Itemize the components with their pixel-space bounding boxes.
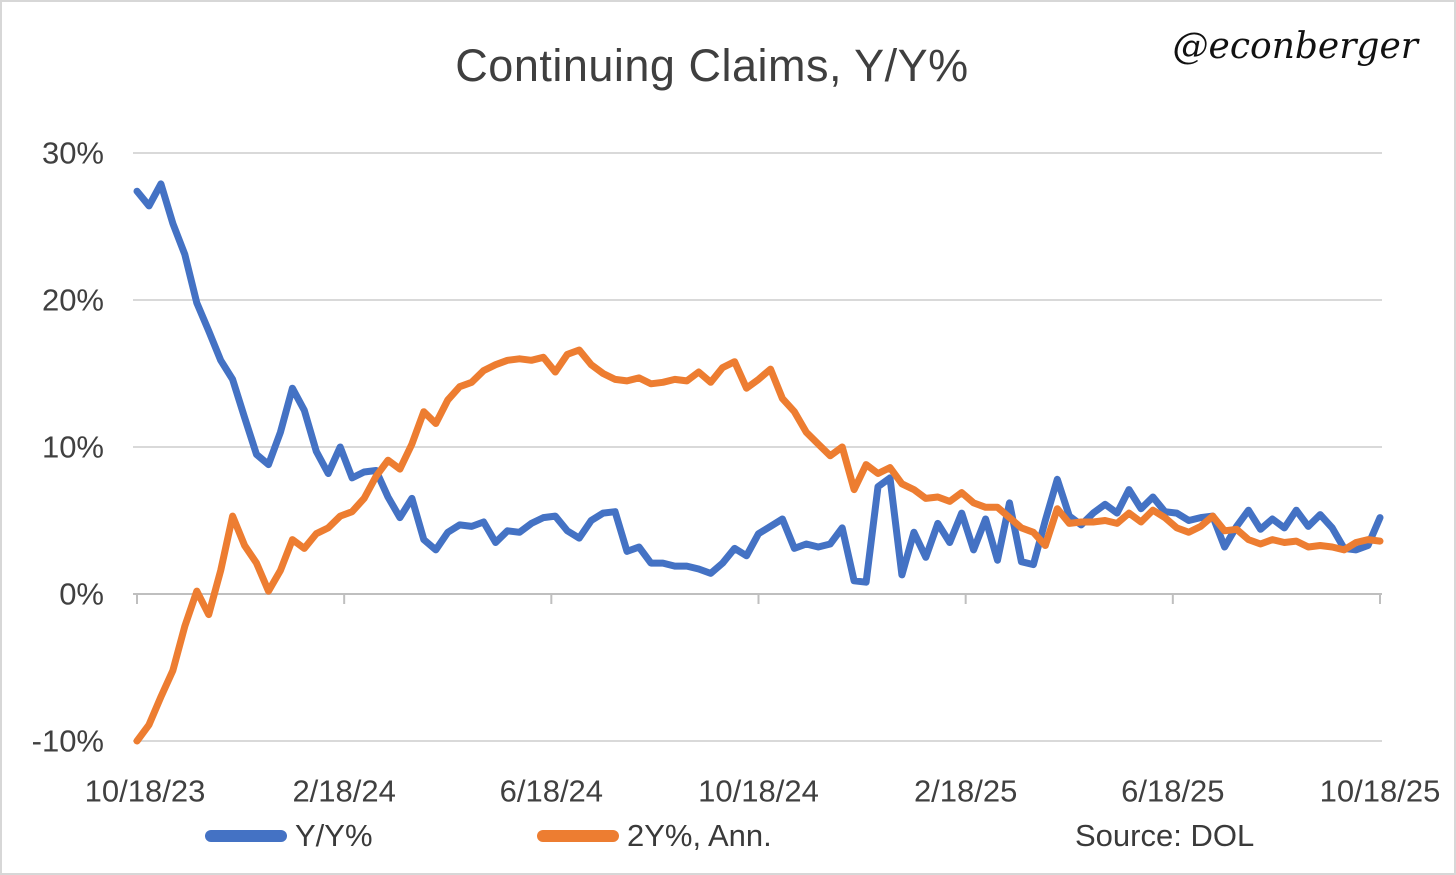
x-tick-label: 2/18/25	[914, 774, 1017, 809]
y-tick-label: 20%	[42, 283, 104, 318]
y-tick-label: -10%	[32, 724, 104, 759]
series-line-yy	[133, 180, 1384, 586]
y-tick-label: 10%	[42, 430, 104, 465]
legend-item-2y: 2Y%, Ann.	[537, 814, 772, 858]
y-tick-label: 30%	[42, 136, 104, 171]
x-tick-label: 6/18/24	[500, 774, 603, 809]
legend-label-yy: Y/Y%	[295, 818, 373, 853]
legend-label-2y: 2Y%, Ann.	[627, 818, 772, 853]
x-tick-label: 6/18/25	[1121, 774, 1224, 809]
watermark-handle: @econberger	[1172, 26, 1418, 67]
chart-title: Continuing Claims, Y/Y%	[455, 40, 969, 91]
x-tick-label: 10/18/23	[85, 774, 206, 809]
legend-swatch-2y	[537, 830, 619, 842]
legend-item-yy: Y/Y%	[205, 814, 373, 858]
y-tick-label: 0%	[59, 577, 104, 612]
x-tick-label: 2/18/24	[292, 774, 395, 809]
x-tick-label: 10/18/24	[698, 774, 819, 809]
source-note: Source: DOL	[1075, 818, 1255, 853]
legend-swatch-yy	[205, 830, 287, 842]
series-line-2y	[133, 346, 1384, 745]
legend: Y/Y% 2Y%, Ann. Source: DOL	[2, 814, 1454, 858]
x-tick-label: 10/18/25	[1320, 774, 1441, 809]
